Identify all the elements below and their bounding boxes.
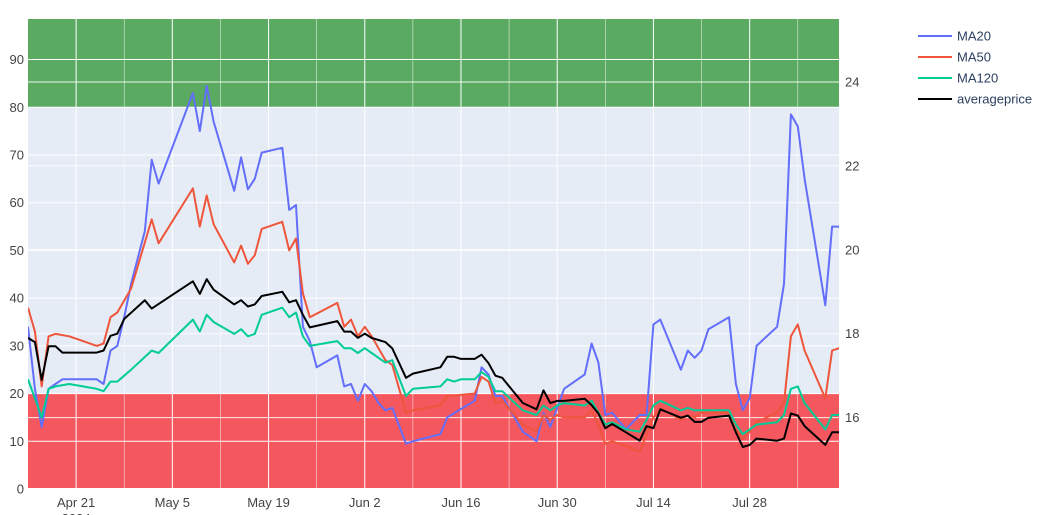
y-tick-label: 50 — [10, 243, 24, 258]
x-tick-label: Jun 2 — [349, 495, 381, 510]
x-tick-label: Jun 16 — [441, 495, 480, 510]
y-tick-label: 20 — [10, 386, 24, 401]
x-tick-label: May 19 — [247, 495, 290, 510]
y-tick-label: 30 — [10, 338, 24, 353]
legend-item-ma50[interactable]: MA50 — [918, 50, 991, 65]
y-right-axis: 16 18 20 22 24 — [845, 74, 859, 425]
y2-tick-label: 18 — [845, 326, 859, 341]
y2-tick-label: 22 — [845, 158, 859, 173]
x-tick-label: May 5 — [155, 495, 190, 510]
y-tick-label: 70 — [10, 147, 24, 162]
x-year-label: 2024 — [62, 511, 91, 515]
x-tick-label: Jul 28 — [732, 495, 767, 510]
legend-item-ma120[interactable]: MA120 — [918, 71, 998, 86]
threshold-band-0 — [28, 19, 839, 108]
legend-item-ma20[interactable]: MA20 — [918, 29, 991, 44]
series-line-ma120 — [28, 306, 839, 436]
y2-tick-label: 20 — [845, 242, 859, 257]
y-left-axis: 0 10 20 30 40 50 60 70 80 90 — [10, 52, 24, 496]
x-tick-label: Apr 21 — [57, 495, 95, 510]
y2-tick-label: 16 — [845, 410, 859, 425]
x-tick-label: Jul 14 — [636, 495, 671, 510]
legend-item-averageprice[interactable]: averageprice — [918, 92, 1032, 107]
y-tick-label: 0 — [17, 482, 24, 497]
y-tick-label: 60 — [10, 195, 24, 210]
x-tick-label: Jun 30 — [538, 495, 577, 510]
y2-tick-label: 24 — [845, 74, 859, 89]
legend-label: MA50 — [957, 50, 991, 65]
series-line-ma20 — [28, 84, 839, 445]
series-lines — [28, 84, 839, 453]
y-tick-label: 90 — [10, 52, 24, 67]
x-axis: Apr 21 May 5 May 19 Jun 2 Jun 16 Jun 30 Jul 14… — [57, 495, 767, 515]
y-tick-label: 40 — [10, 291, 24, 306]
gridlines — [28, 19, 839, 490]
series-line-averageprice — [28, 278, 839, 448]
series-line-ma50 — [28, 187, 839, 453]
legend[interactable]: MA20 MA50 MA120 averageprice — [918, 29, 1032, 107]
plot-area — [28, 19, 839, 490]
legend-label: MA120 — [957, 71, 998, 86]
legend-label: averageprice — [957, 92, 1032, 107]
y-tick-label: 10 — [10, 434, 24, 449]
y-tick-label: 80 — [10, 100, 24, 115]
legend-label: MA20 — [957, 29, 991, 44]
